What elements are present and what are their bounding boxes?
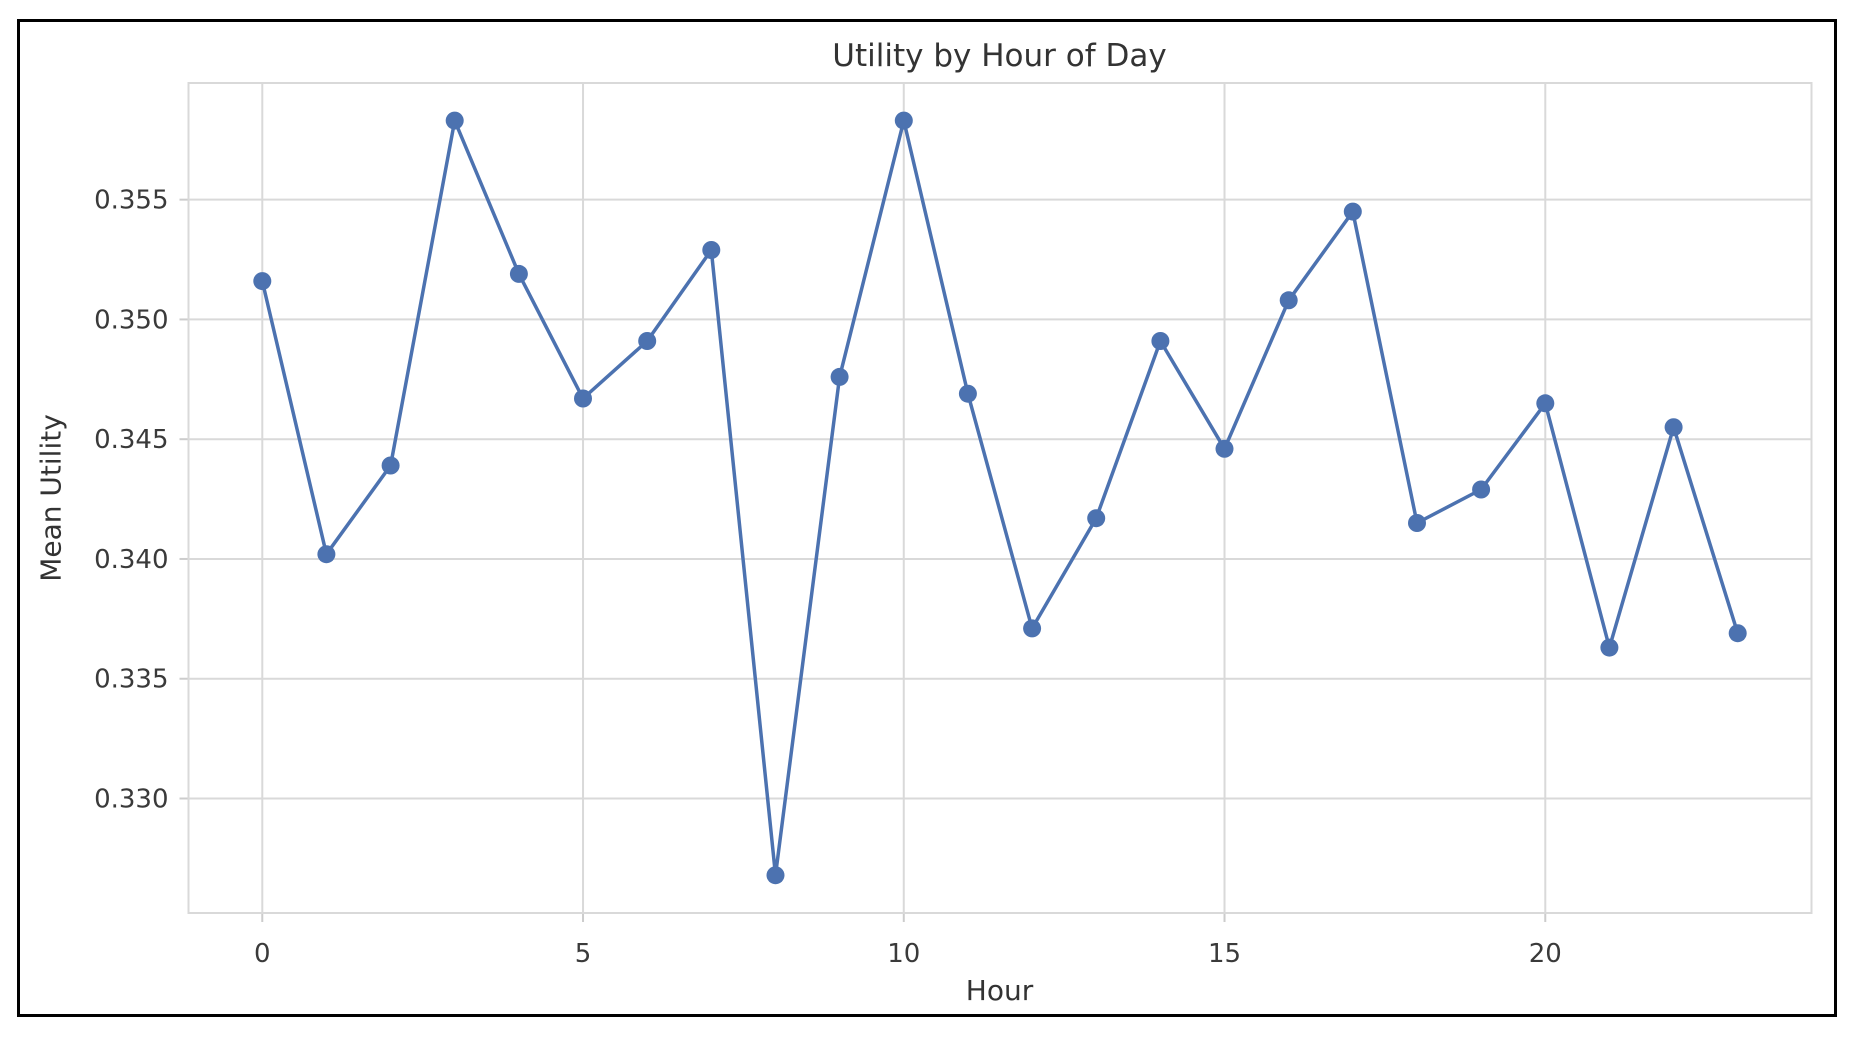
grid-layer <box>188 83 1812 913</box>
y-tick-label-0.350: 0.350 <box>94 305 168 335</box>
y-tick-label-0.330: 0.330 <box>94 785 168 815</box>
axes-spines <box>187 82 1813 914</box>
x-tick-label-20: 20 <box>1529 939 1562 969</box>
x-axis-label: Hour <box>966 974 1034 1007</box>
data-point-hour-22 <box>1664 418 1683 437</box>
data-point-hour-19 <box>1472 480 1491 499</box>
data-point-hour-2 <box>381 456 400 475</box>
data-point-hour-17 <box>1343 202 1362 221</box>
data-point-hour-6 <box>638 332 657 350</box>
data-point-hour-7 <box>702 241 721 259</box>
x-tick-label-10: 10 <box>887 939 920 969</box>
data-point-hour-21 <box>1600 638 1619 657</box>
data-point-hour-15 <box>1215 439 1234 458</box>
x-tick-label-0: 0 <box>254 939 271 969</box>
x-tick-label-15: 15 <box>1208 939 1241 969</box>
figure-frame: 0.330 0.335 0.340 0.345 0.350 0.355 0 5 10 15 20 U… <box>17 19 1837 1017</box>
series-line <box>260 118 1740 877</box>
data-point-hour-14 <box>1151 332 1170 350</box>
data-point-hour-3 <box>445 111 464 130</box>
data-point-hour-8 <box>766 866 785 885</box>
y-axis-label: Mean Utility <box>35 414 68 582</box>
x-tick-label-5: 5 <box>575 939 592 969</box>
series-layer <box>253 111 1747 885</box>
axis-layer: 0.330 0.335 0.340 0.345 0.350 0.355 0 5 10 15 20 <box>94 82 1813 969</box>
utility-line-chart: 0.330 0.335 0.340 0.345 0.350 0.355 0 5 10 15 20 U… <box>35 38 1813 1007</box>
y-tick-label-0.355: 0.355 <box>94 186 168 216</box>
y-tick-label-0.340: 0.340 <box>94 545 168 575</box>
chart-title: Utility by Hour of Day <box>832 38 1166 74</box>
data-point-hour-13 <box>1087 509 1106 528</box>
data-point-hour-18 <box>1408 514 1426 532</box>
data-point-hour-11 <box>958 384 977 403</box>
data-point-hour-12 <box>1023 619 1042 638</box>
y-tick-label-0.335: 0.335 <box>94 665 168 695</box>
data-point-hour-20 <box>1536 394 1555 413</box>
data-point-hour-4 <box>509 264 528 283</box>
y-tick-label-0.345: 0.345 <box>94 425 168 455</box>
data-point-hour-9 <box>830 367 849 386</box>
data-point-hour-10 <box>894 111 913 130</box>
data-point-hour-16 <box>1279 291 1298 310</box>
data-point-hour-0 <box>253 272 272 291</box>
data-point-hour-5 <box>574 389 592 408</box>
data-point-hour-1 <box>317 545 336 564</box>
data-point-hour-23 <box>1728 624 1747 643</box>
